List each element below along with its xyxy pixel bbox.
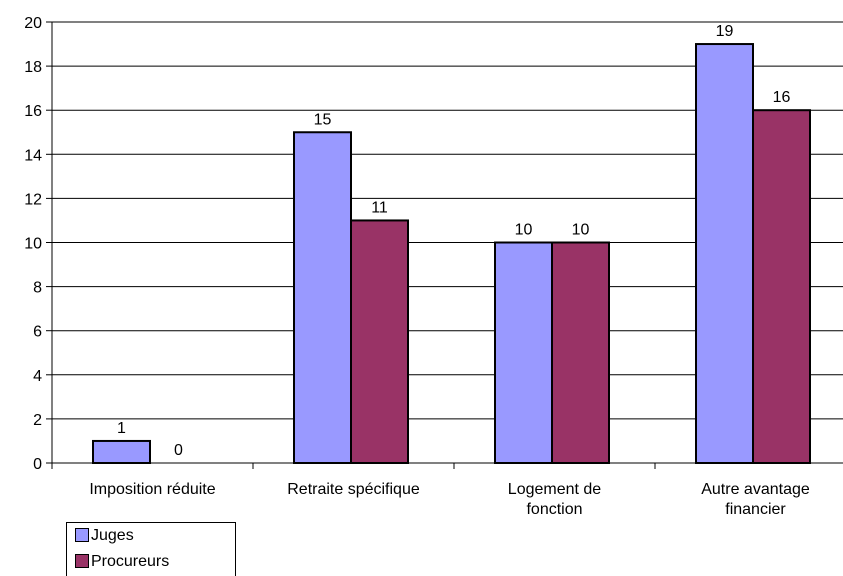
data-label: 16: [773, 89, 791, 106]
x-category-label: Logement de fonction: [455, 480, 655, 520]
legend-label-procureurs: Procureurs: [91, 553, 170, 570]
data-label: 10: [572, 222, 590, 239]
gridlines: [52, 21, 843, 420]
y-tick-label: 10: [24, 236, 42, 253]
y-tick-label: 0: [33, 456, 42, 473]
x-category-label-line: Retraite spécifique: [287, 481, 420, 498]
y-tick-label: 4: [33, 368, 42, 385]
data-label: 10: [515, 222, 533, 239]
y-tick-label: 18: [24, 59, 42, 76]
y-tick-label: 20: [24, 15, 42, 32]
x-category-label-line: fonction: [526, 501, 583, 518]
bar-procureurs: [551, 241, 610, 464]
data-label: 11: [371, 199, 388, 216]
x-category-label-line: Logement de: [507, 481, 602, 498]
data-label: 19: [716, 23, 734, 40]
data-label: 15: [314, 111, 332, 128]
y-tick-label: 16: [24, 103, 42, 120]
bar-juges: [695, 43, 754, 465]
legend: Juges Procureurs: [66, 522, 236, 576]
bars: [92, 43, 811, 465]
legend-label-juges: Juges: [91, 527, 134, 544]
data-label: 1: [117, 420, 126, 437]
x-category-label-line: Imposition réduite: [89, 481, 216, 498]
x-category-label-line: Autre avantage: [701, 481, 810, 498]
x-category-label: Autre avantage financier: [656, 480, 843, 520]
x-category-label-line: financier: [725, 501, 786, 518]
y-tick-label: 8: [33, 280, 42, 297]
legend-item-procureurs: Procureurs: [75, 552, 169, 572]
bar-procureurs: [752, 109, 811, 464]
data-label: 0: [174, 442, 183, 459]
y-tick-labels: 0 2 4 6 8 10 12 14 16 18 20: [24, 15, 42, 473]
y-tick-label: 6: [33, 324, 42, 341]
bar-procureurs: [350, 219, 409, 464]
x-category-label: Imposition réduite: [53, 480, 253, 500]
y-tick-label: 14: [24, 147, 42, 164]
legend-swatch-procureurs: [75, 553, 89, 568]
x-category-label: Retraite spécifique: [254, 480, 454, 500]
bar-juges: [494, 241, 553, 464]
y-tick-label: 12: [24, 191, 42, 208]
bar-juges: [92, 439, 151, 465]
legend-item-juges: Juges: [75, 526, 134, 546]
axes: [46, 21, 843, 469]
bar-juges: [293, 131, 352, 464]
y-tick-label: 2: [33, 412, 42, 429]
legend-swatch-juges: [75, 527, 89, 542]
